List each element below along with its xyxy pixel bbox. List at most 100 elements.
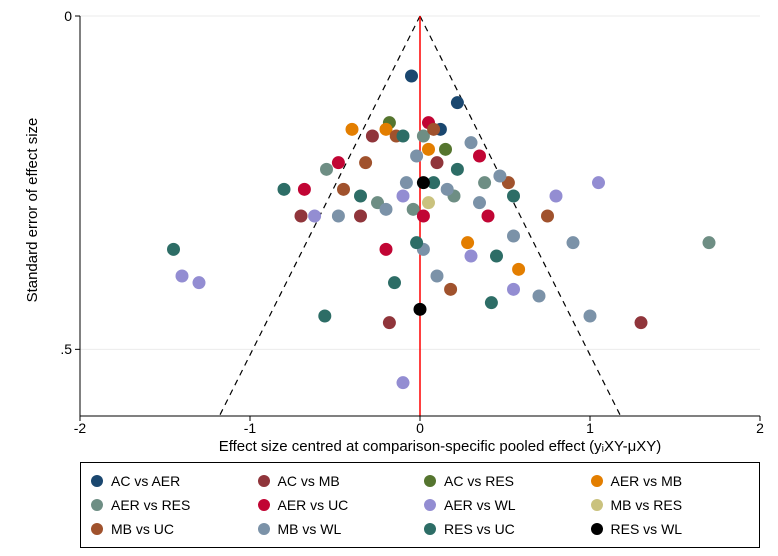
scatter-point: [490, 250, 503, 263]
legend-dot-icon: [91, 499, 103, 511]
legend-dot-icon: [91, 523, 103, 535]
scatter-point: [176, 270, 189, 283]
legend-label: MB vs RES: [611, 497, 683, 513]
legend-item: MB vs WL: [254, 517, 421, 541]
scatter-point: [278, 183, 291, 196]
scatter-point: [332, 156, 345, 169]
legend-dot-icon: [258, 475, 270, 487]
scatter-point: [592, 176, 605, 189]
legend-label: MB vs UC: [111, 521, 174, 537]
legend-item: AER vs WL: [420, 493, 587, 517]
scatter-point: [635, 316, 648, 329]
scatter-point: [167, 243, 180, 256]
scatter-point: [427, 123, 440, 136]
scatter-point: [473, 150, 486, 163]
scatter-point: [451, 163, 464, 176]
scatter-point: [485, 296, 498, 309]
legend-item: RES vs WL: [587, 517, 754, 541]
x-tick-label: 1: [580, 420, 600, 436]
legend-dot-icon: [591, 523, 603, 535]
legend-label: AC vs AER: [111, 473, 180, 489]
scatter-point: [703, 236, 716, 249]
scatter-point: [512, 263, 525, 276]
scatter-point: [295, 210, 308, 223]
scatter-point: [410, 150, 423, 163]
scatter-point: [397, 190, 410, 203]
scatter-point: [482, 210, 495, 223]
legend-dot-icon: [591, 499, 603, 511]
scatter-point: [444, 283, 457, 296]
scatter-point: [410, 236, 423, 249]
legend-label: AER vs UC: [278, 497, 349, 513]
legend-dot-icon: [424, 499, 436, 511]
legend-dot-icon: [258, 499, 270, 511]
scatter-point: [493, 170, 506, 183]
legend-label: AC vs MB: [278, 473, 340, 489]
legend-item: AER vs UC: [254, 493, 421, 517]
scatter-point: [533, 290, 546, 303]
scatter-point: [337, 183, 350, 196]
scatter-point: [422, 196, 435, 209]
scatter-point: [439, 143, 452, 156]
scatter-point: [441, 183, 454, 196]
legend-item: AC vs RES: [420, 469, 587, 493]
scatter-point: [414, 303, 427, 316]
scatter-point: [473, 196, 486, 209]
scatter-point: [388, 276, 401, 289]
scatter-point: [465, 250, 478, 263]
x-tick-label: -1: [240, 420, 260, 436]
scatter-point: [354, 190, 367, 203]
legend-label: AER vs RES: [111, 497, 190, 513]
legend-dot-icon: [424, 475, 436, 487]
scatter-point: [431, 156, 444, 169]
scatter-point: [507, 283, 520, 296]
scatter-point: [320, 163, 333, 176]
scatter-point: [417, 176, 430, 189]
scatter-point: [507, 190, 520, 203]
y-tick-label: 0: [64, 8, 72, 24]
legend-label: AER vs WL: [444, 497, 516, 513]
scatter-point: [397, 376, 410, 389]
scatter-point: [397, 130, 410, 143]
legend-box: AC vs AER AC vs MB AC vs RES AER vs MB AER v…: [80, 462, 760, 548]
scatter-point: [584, 310, 597, 323]
legend-item: MB vs UC: [87, 517, 254, 541]
legend-label: AC vs RES: [444, 473, 514, 489]
scatter-point: [422, 143, 435, 156]
legend-dot-icon: [591, 475, 603, 487]
scatter-point: [359, 156, 372, 169]
scatter-point: [354, 210, 367, 223]
scatter-point: [478, 176, 491, 189]
scatter-point: [332, 210, 345, 223]
legend-item: MB vs RES: [587, 493, 754, 517]
legend-dot-icon: [424, 523, 436, 535]
scatter-point: [417, 210, 430, 223]
legend-label: AER vs MB: [611, 473, 683, 489]
x-tick-label: 2: [750, 420, 770, 436]
scatter-point: [318, 310, 331, 323]
scatter-point: [298, 183, 311, 196]
scatter-point: [380, 203, 393, 216]
x-tick-label: -2: [70, 420, 90, 436]
scatter-point: [550, 190, 563, 203]
x-tick-label: 0: [410, 420, 430, 436]
legend-item: AER vs RES: [87, 493, 254, 517]
scatter-point: [567, 236, 580, 249]
legend-dot-icon: [258, 523, 270, 535]
scatter-point: [193, 276, 206, 289]
scatter-point: [465, 136, 478, 149]
scatter-point: [541, 210, 554, 223]
x-axis-label: Effect size centred at comparison-specif…: [120, 438, 760, 455]
legend-item: AER vs MB: [587, 469, 754, 493]
legend-item: RES vs UC: [420, 517, 587, 541]
legend-dot-icon: [91, 475, 103, 487]
scatter-point: [380, 243, 393, 256]
scatter-point: [405, 70, 418, 83]
scatter-point: [346, 123, 359, 136]
scatter-point: [507, 230, 520, 243]
scatter-point: [461, 236, 474, 249]
legend-label: MB vs WL: [278, 521, 342, 537]
legend-label: RES vs WL: [611, 521, 683, 537]
scatter-point: [431, 270, 444, 283]
funnel-line-right: [420, 16, 621, 416]
